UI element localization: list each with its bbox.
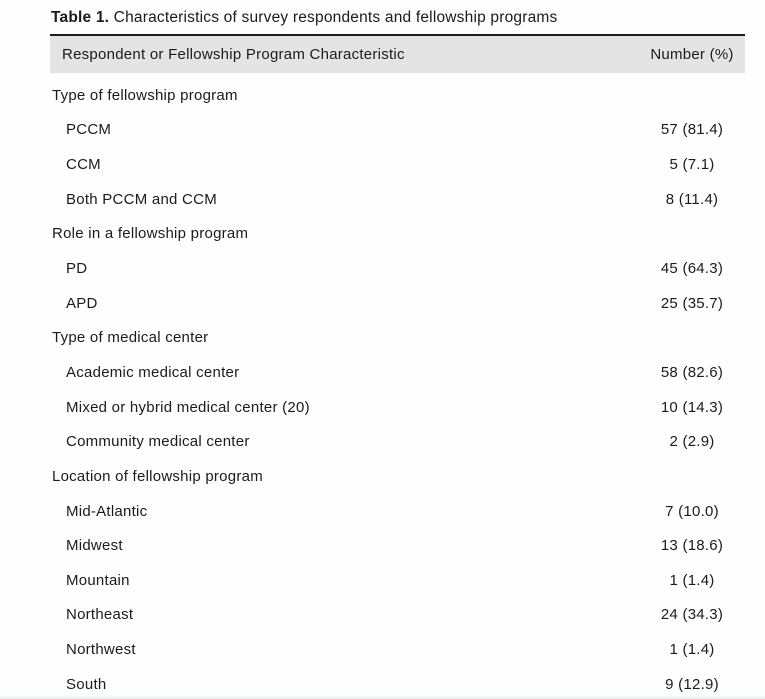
table-row: Midwest 13 (18.6) <box>50 528 745 563</box>
row-value: 57 (81.4) <box>660 121 724 139</box>
row-label: Academic medical center <box>66 363 240 381</box>
table-row: Role in a fellowship program <box>50 217 745 252</box>
row-label: PD <box>66 260 88 278</box>
row-value: 1 (1.4) <box>669 641 715 659</box>
row-value: 5 (7.1) <box>669 156 715 174</box>
table-row: Type of medical center <box>50 320 745 355</box>
row-value: 45 (64.3) <box>660 260 724 278</box>
table-row: Mixed or hybrid medical center (20) 10 (1… <box>50 390 745 425</box>
table-rows: Type of fellowship program PCCM 57 (81.4) C… <box>50 73 745 699</box>
row-value: 58 (82.6) <box>660 363 724 381</box>
row-label: Midwest <box>66 537 123 555</box>
row-label: Both PCCM and CCM <box>66 190 217 208</box>
row-value: 24 (34.3) <box>660 606 724 624</box>
table-title: Table 1. Characteristics of survey respo… <box>51 9 745 27</box>
row-label: Mixed or hybrid medical center (20) <box>66 398 310 416</box>
table-row: CCM 5 (7.1) <box>50 147 745 182</box>
row-label: CCM <box>66 156 101 174</box>
row-value: 25 (35.7) <box>660 294 724 312</box>
table-row: Type of fellowship program <box>50 78 745 113</box>
table-row: Northwest 1 (1.4) <box>50 632 745 667</box>
table-row: Both PCCM and CCM 8 (11.4) <box>50 182 745 217</box>
table-caption: Characteristics of survey respondents an… <box>109 9 558 26</box>
row-value: 2 (2.9) <box>669 433 715 451</box>
table-1: Table 1. Characteristics of survey respo… <box>50 9 745 699</box>
row-value: 10 (14.3) <box>660 398 724 416</box>
table-row: South 9 (12.9) <box>50 667 745 699</box>
table-row: Northeast 24 (34.3) <box>50 598 745 633</box>
row-value: 13 (18.6) <box>660 537 724 555</box>
table-number-label: Table 1. <box>51 9 110 26</box>
row-value: 7 (10.0) <box>665 502 719 520</box>
row-label: Location of fellowship program <box>52 467 263 485</box>
row-label: Type of fellowship program <box>52 86 238 104</box>
table-header-row: Respondent or Fellowship Program Charact… <box>50 34 745 73</box>
table-row: Mid-Atlantic 7 (10.0) <box>50 494 745 529</box>
row-label: Mid-Atlantic <box>66 502 148 520</box>
table-row: Community medical center 2 (2.9) <box>50 424 745 459</box>
column-header-characteristic: Respondent or Fellowship Program Charact… <box>62 46 405 63</box>
table-row: Location of fellowship program <box>50 459 745 494</box>
row-value: 8 (11.4) <box>665 190 719 208</box>
row-label: Community medical center <box>66 433 250 451</box>
table-row: Academic medical center 58 (82.6) <box>50 355 745 390</box>
row-value: 9 (12.9) <box>665 675 719 693</box>
row-label: Role in a fellowship program <box>52 225 249 243</box>
table-row: APD 25 (35.7) <box>50 286 745 321</box>
table-row: PD 45 (64.3) <box>50 251 745 286</box>
row-label: Northeast <box>66 606 134 624</box>
row-label: Mountain <box>66 571 130 589</box>
row-value: 1 (1.4) <box>669 571 715 589</box>
row-label: PCCM <box>66 121 112 139</box>
table-row: PCCM 57 (81.4) <box>50 113 745 148</box>
column-header-number: Number (%) <box>650 46 734 63</box>
page-bottom-edge <box>0 696 765 699</box>
row-label: South <box>66 675 107 693</box>
row-label: APD <box>66 294 98 312</box>
row-label: Northwest <box>66 641 136 659</box>
table-row: Mountain 1 (1.4) <box>50 563 745 598</box>
row-label: Type of medical center <box>52 329 209 347</box>
